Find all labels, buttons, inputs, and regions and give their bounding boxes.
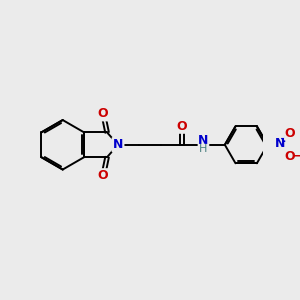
Text: −: −: [291, 150, 300, 163]
Text: +: +: [280, 134, 289, 144]
Text: O: O: [98, 169, 109, 182]
Text: N: N: [275, 137, 285, 150]
Text: N: N: [113, 138, 123, 151]
Text: N: N: [198, 134, 209, 147]
Text: O: O: [177, 119, 188, 133]
Text: O: O: [285, 127, 295, 140]
Text: O: O: [285, 150, 295, 163]
Text: O: O: [98, 107, 109, 120]
Text: H: H: [199, 145, 208, 154]
